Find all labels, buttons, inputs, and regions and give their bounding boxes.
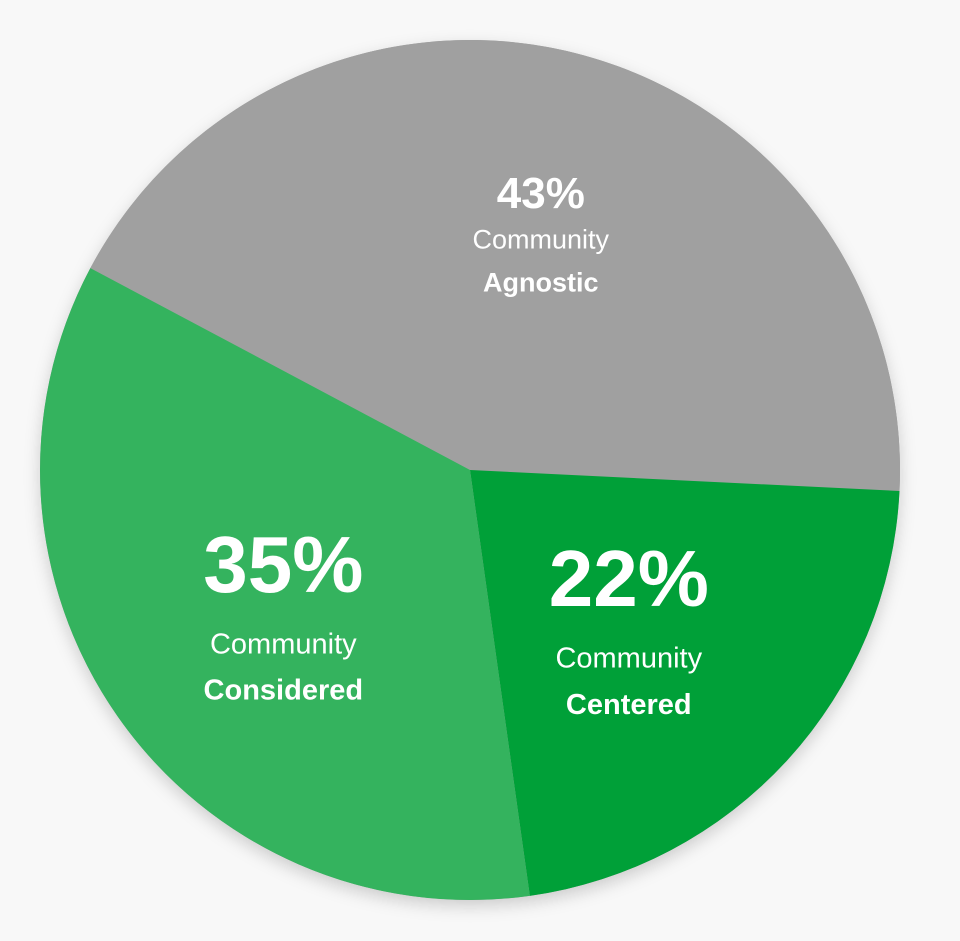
slice-label-line2-agnostic: Agnostic: [483, 268, 599, 298]
pie-slice-centered: [470, 470, 900, 896]
slice-value-label-centered: 22%: [549, 534, 709, 623]
slice-label-line1-agnostic: Community: [473, 225, 610, 255]
slice-value-label-considered: 35%: [203, 520, 363, 609]
pie-slices: [39, 39, 901, 901]
pie-labels: 43% Community Agnostic 22% Community Centered…: [203, 169, 709, 721]
slice-label-line1-centered: Community: [555, 643, 702, 675]
pie-slice-considered: [39, 268, 530, 901]
slice-value-label-agnostic: 43%: [497, 169, 585, 218]
slice-label-line2-centered: Centered: [566, 689, 692, 721]
slice-label-line1-considered: Community: [210, 628, 357, 660]
pie-slice-agnostic: [90, 39, 901, 492]
slice-label-line2-considered: Considered: [204, 675, 364, 707]
